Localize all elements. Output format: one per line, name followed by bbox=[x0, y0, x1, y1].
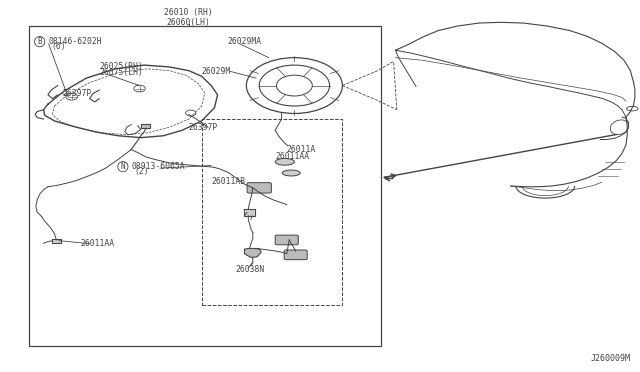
Polygon shape bbox=[141, 124, 150, 128]
Bar bbox=[202, 119, 342, 305]
Text: 26397P: 26397P bbox=[189, 123, 218, 132]
Text: 26029M: 26029M bbox=[202, 67, 231, 76]
Text: (2): (2) bbox=[134, 167, 149, 176]
Text: 26397P: 26397P bbox=[63, 89, 92, 98]
Bar bbox=[29, 26, 381, 346]
FancyBboxPatch shape bbox=[284, 250, 307, 260]
Text: 26011A: 26011A bbox=[287, 145, 316, 154]
Text: J260009M: J260009M bbox=[590, 354, 630, 363]
Text: N: N bbox=[120, 162, 125, 171]
Text: 26011AA: 26011AA bbox=[80, 239, 114, 248]
Text: 26038N: 26038N bbox=[236, 265, 265, 274]
FancyBboxPatch shape bbox=[247, 183, 271, 193]
Text: (6): (6) bbox=[51, 42, 66, 51]
Text: 26010 (RH): 26010 (RH) bbox=[164, 8, 213, 17]
Text: 26025(RH): 26025(RH) bbox=[99, 62, 143, 71]
Polygon shape bbox=[244, 248, 261, 257]
Polygon shape bbox=[52, 239, 61, 243]
Text: B: B bbox=[37, 37, 42, 46]
Text: 08913-6065A: 08913-6065A bbox=[131, 162, 185, 171]
Text: 26011AA: 26011AA bbox=[275, 153, 309, 161]
Text: 26060(LH): 26060(LH) bbox=[167, 18, 211, 27]
Polygon shape bbox=[244, 209, 255, 216]
Text: 26075(LH): 26075(LH) bbox=[99, 68, 143, 77]
Ellipse shape bbox=[282, 170, 300, 176]
Ellipse shape bbox=[275, 158, 294, 165]
Text: 08146-6202H: 08146-6202H bbox=[49, 37, 102, 46]
Text: 26011AB: 26011AB bbox=[211, 177, 245, 186]
FancyBboxPatch shape bbox=[275, 235, 298, 245]
Text: 26029MA: 26029MA bbox=[227, 37, 261, 46]
